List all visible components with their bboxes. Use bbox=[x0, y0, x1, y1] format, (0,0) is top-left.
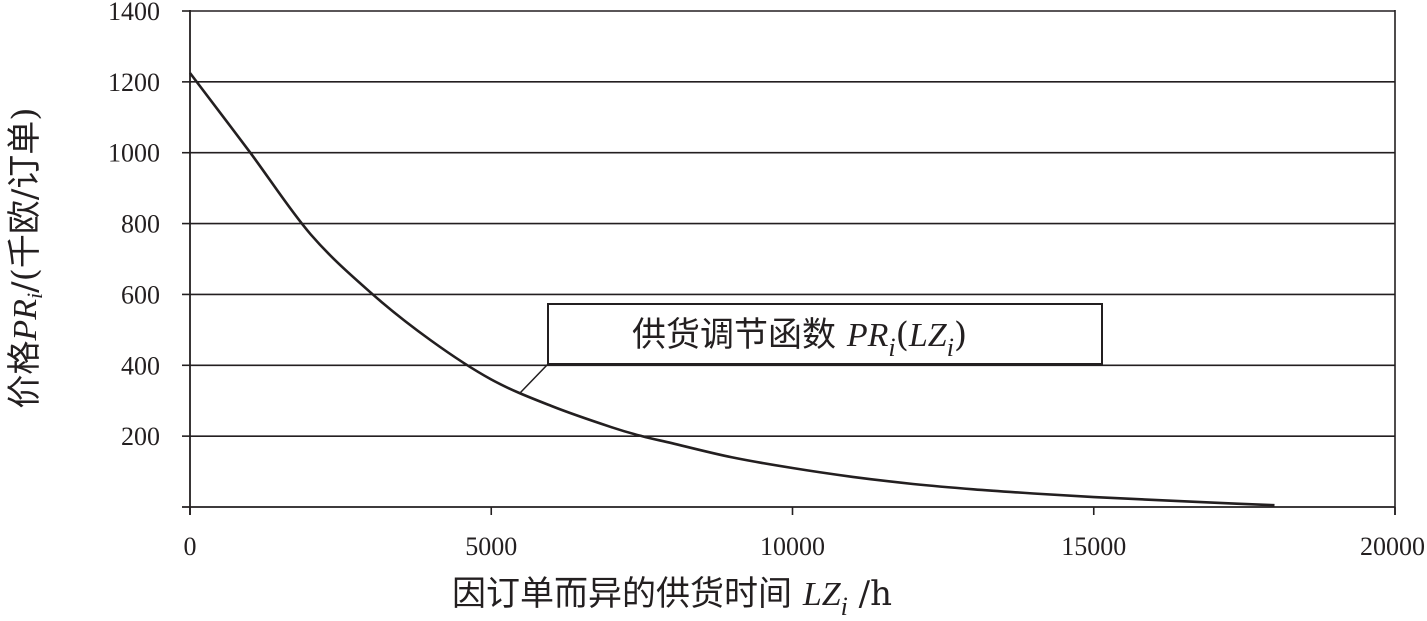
gridlines bbox=[190, 10, 1395, 437]
y-tick-label-800: 800 bbox=[121, 210, 160, 239]
axes bbox=[182, 10, 1396, 515]
y-tick-label-1200: 1200 bbox=[108, 68, 160, 97]
y-tick-label-1400: 1400 bbox=[108, 0, 160, 26]
legend: 供货调节函数 PRi(LZi) bbox=[519, 303, 1103, 394]
y-tick-labels: 200 400 600 800 1000 1200 1400 bbox=[108, 0, 160, 451]
y-tick-label-400: 400 bbox=[121, 351, 160, 380]
x-tick-label-15000: 15000 bbox=[1061, 532, 1126, 561]
y-tick-label-600: 600 bbox=[121, 280, 160, 309]
x-tick-labels: 0 5000 10000 15000 20000 bbox=[184, 532, 1426, 561]
legend-label: 供货调节函数 PRi(LZi) bbox=[632, 315, 967, 362]
x-tick-label-20000: 20000 bbox=[1360, 532, 1425, 561]
y-tick-label-200: 200 bbox=[121, 422, 160, 451]
series-group bbox=[188, 72, 1275, 507]
legend-box bbox=[547, 303, 1103, 365]
x-axis-title: 因订单而异的供货时间 LZi /h bbox=[452, 574, 892, 621]
y-tick-label-1000: 1000 bbox=[108, 139, 160, 168]
y-axis-title: 价格PRi/(千欧/订单) bbox=[5, 107, 47, 408]
legend-leader-line bbox=[519, 363, 549, 394]
x-tick-label-10000: 10000 bbox=[760, 532, 825, 561]
series-line-0 bbox=[188, 72, 1275, 507]
x-tick-label-5000: 5000 bbox=[465, 532, 517, 561]
x-tick-label-0: 0 bbox=[184, 532, 197, 561]
